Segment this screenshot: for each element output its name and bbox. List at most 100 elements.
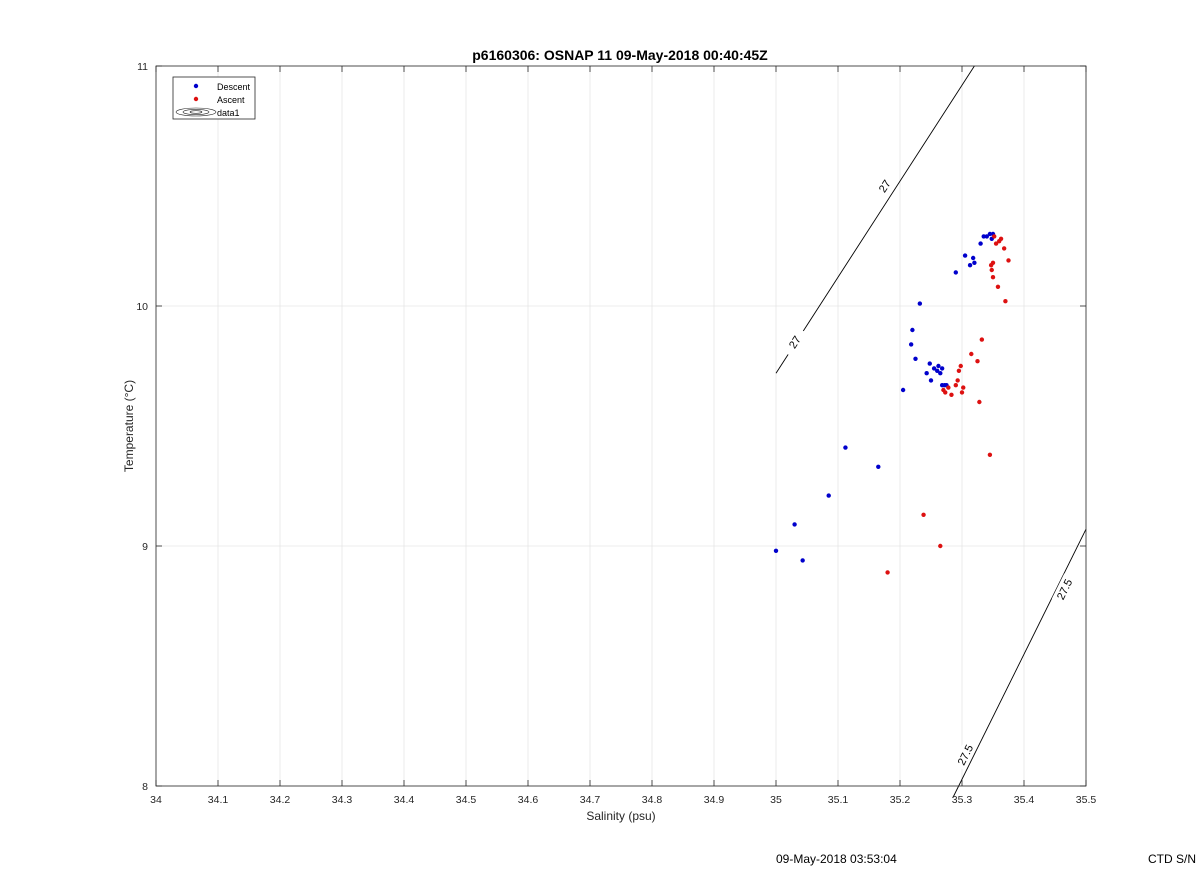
x-tick-label: 35.4 — [1014, 794, 1035, 806]
descent-point — [917, 301, 923, 306]
data-points — [773, 231, 1011, 575]
descent-point — [792, 522, 797, 527]
legend-ascent-marker — [193, 96, 199, 102]
x-tick-label: 34.9 — [704, 794, 725, 806]
descent-point — [935, 368, 940, 373]
ascent-point — [990, 275, 996, 280]
x-tick-label: 34.6 — [518, 794, 539, 806]
ascent-point — [975, 359, 980, 364]
x-tick-label: 34.4 — [394, 794, 415, 806]
y-axis-label: Temperature (°C) — [122, 380, 136, 472]
descent-point — [967, 263, 973, 268]
ascent-point — [943, 390, 948, 395]
ascent-point — [989, 267, 994, 273]
x-tick-label: 34.7 — [580, 794, 601, 806]
descent-point — [876, 464, 881, 469]
isopycnal-line-27 — [775, 65, 975, 374]
descent-point — [939, 366, 945, 371]
ascent-point — [1003, 299, 1008, 304]
ascent-point — [979, 337, 985, 342]
ascent-point — [949, 392, 954, 397]
descent-point — [962, 253, 968, 258]
descent-point — [908, 342, 914, 347]
descent-point — [953, 270, 958, 275]
descent-point — [978, 241, 983, 246]
legend-box — [172, 76, 256, 120]
axis-ticks: 34 34.1 34.2 34.3 34.4 34.5 34.6 34.7 34.8 34.9 35… — [136, 61, 1096, 806]
isopycnal-label-bg — [952, 739, 978, 771]
ascent-point — [961, 385, 966, 390]
descent-point — [913, 356, 918, 361]
x-tick-label: 34.1 — [208, 794, 229, 806]
x-tick-label: 34 — [150, 794, 162, 806]
y-tick-label: 11 — [137, 61, 148, 73]
descent-point — [843, 445, 848, 450]
ascent-point — [959, 390, 965, 395]
isopycnal-label: 27 — [787, 334, 804, 351]
footer-serial: CTD S/N — [1148, 852, 1196, 866]
descent-point — [981, 234, 986, 239]
ascent-point — [987, 452, 993, 457]
descent-point — [970, 255, 976, 261]
ascent-point — [969, 351, 974, 357]
x-axis-label: Salinity (psu) — [586, 809, 655, 823]
descent-point — [800, 558, 805, 563]
legend-descent-marker — [193, 83, 199, 89]
ascent-point — [993, 241, 999, 246]
ascent-point — [998, 236, 1004, 241]
x-tick-label: 34.3 — [332, 794, 353, 806]
x-tick-label: 34.5 — [456, 794, 477, 806]
x-tick-label: 35.5 — [1076, 794, 1097, 806]
descent-point — [927, 361, 932, 366]
descent-point — [924, 371, 929, 376]
ascent-point — [990, 260, 996, 265]
x-tick-label: 35.3 — [952, 794, 973, 806]
descent-point — [910, 327, 915, 333]
y-tick-label: 9 — [142, 541, 148, 553]
x-tick-label: 35 — [770, 794, 782, 806]
ascent-point — [885, 570, 890, 575]
ascent-point — [953, 383, 958, 388]
legend-ascent-label: Ascent — [217, 95, 245, 105]
plot-frame — [155, 65, 1087, 787]
descent-point — [931, 366, 937, 371]
chart-title: p6160306: OSNAP 11 09-May-2018 00:40:45Z — [472, 47, 768, 63]
descent-point — [972, 260, 977, 265]
plot-background — [156, 66, 1086, 786]
isopycnal-label: 27 — [877, 178, 894, 195]
x-tick-label: 34.8 — [642, 794, 663, 806]
descent-point — [773, 548, 779, 553]
ascent-point — [1001, 246, 1007, 251]
descent-point — [900, 387, 906, 393]
ascent-point — [921, 512, 926, 517]
footer-timestamp: 09-May-2018 03:53:04 — [776, 852, 897, 866]
y-tick-label: 10 — [136, 301, 148, 313]
descent-point — [984, 234, 989, 239]
ascent-point — [977, 399, 982, 405]
legend-descent-label: Descent — [217, 82, 251, 92]
ascent-point — [995, 284, 1001, 289]
x-tick-label: 35.2 — [890, 794, 911, 806]
ascent-point — [1006, 258, 1011, 263]
descent-point — [938, 371, 943, 376]
y-tick-label: 8 — [142, 781, 148, 793]
ascent-point — [955, 378, 960, 383]
ascent-point — [992, 234, 997, 239]
isopycnal-label-bg — [871, 170, 898, 202]
descent-point — [936, 363, 941, 369]
legend-contour-icon — [175, 107, 217, 117]
ascent-point — [958, 363, 963, 369]
ascent-point — [956, 368, 962, 373]
descent-point — [987, 231, 993, 237]
isopycnal-line-27.5 — [952, 529, 1087, 799]
legend-contour-label: data1 — [217, 108, 240, 118]
descent-point — [826, 493, 831, 498]
x-tick-label: 34.2 — [270, 794, 291, 806]
ascent-point — [946, 385, 951, 390]
legend: Descent Ascent data1 — [172, 76, 256, 120]
descent-point — [928, 378, 934, 383]
ascent-point — [938, 543, 943, 549]
